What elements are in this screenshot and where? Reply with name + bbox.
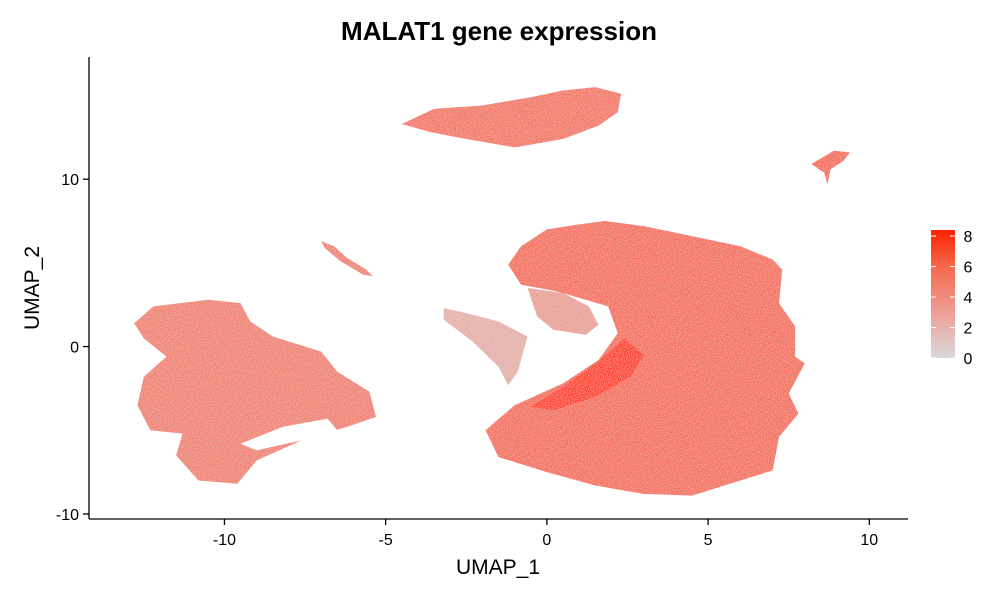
y-tick-label: 10 — [61, 172, 79, 189]
y-axis-label: UMAP_2 — [21, 246, 44, 330]
x-tick-label: 0 — [542, 532, 551, 549]
cluster-left-cluster — [134, 299, 376, 484]
x-tick-label: -10 — [213, 532, 236, 549]
x-tick-label: 5 — [704, 532, 713, 549]
cluster-diagonal-strand — [443, 308, 528, 386]
y-ticks: -10 0 10 — [56, 172, 89, 524]
cluster-inner-wing — [527, 288, 599, 335]
chart-title: MALAT1 gene expression — [341, 16, 657, 46]
cluster-top-cluster — [401, 87, 621, 148]
x-tick-label: 10 — [860, 532, 878, 549]
colorbar-ticks: 0 2 4 6 8 — [931, 229, 973, 368]
colorbar — [931, 230, 955, 358]
cluster-left-cluster-hole — [240, 418, 338, 451]
colorbar-legend: 0 2 4 6 8 — [931, 229, 973, 368]
cluster-big-right-cluster — [485, 221, 805, 496]
x-tick-label: -5 — [379, 532, 393, 549]
cluster-small-top-right — [811, 150, 850, 185]
y-tick-label: 0 — [70, 340, 79, 357]
axes: -10 -5 0 5 10 -10 0 10 — [56, 57, 908, 549]
x-axis-label: UMAP_1 — [456, 556, 540, 579]
colorbar-tick-label: 0 — [964, 351, 973, 368]
colorbar-tick-label: 2 — [964, 321, 973, 338]
colorbar-tick-label: 6 — [964, 260, 973, 277]
cell-clusters — [134, 87, 850, 496]
colorbar-tick-label: 8 — [964, 229, 973, 246]
y-tick-label: -10 — [56, 507, 79, 524]
colorbar-tick-label: 4 — [964, 290, 973, 307]
x-ticks: -10 -5 0 5 10 — [213, 519, 878, 549]
cluster-hotspot-band — [530, 338, 644, 411]
cluster-thin-strand-left — [321, 241, 373, 277]
